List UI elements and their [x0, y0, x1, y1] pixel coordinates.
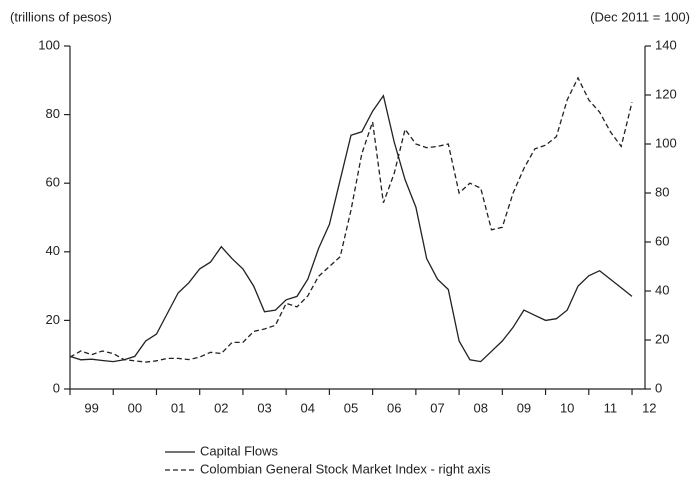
y2-tick-label: 60	[655, 233, 669, 248]
y2-tick-label: 120	[655, 86, 677, 101]
x-tick-label: 10	[560, 400, 574, 415]
y2-tick-label: 100	[655, 135, 677, 150]
x-tick-label: 06	[387, 400, 401, 415]
x-tick-label: 01	[171, 400, 185, 415]
series-line	[69, 76, 633, 363]
x-tick-label: 05	[344, 400, 358, 415]
y-tick-label: 80	[46, 106, 60, 121]
y-tick-label: 100	[38, 37, 60, 52]
y-tick-label: 0	[53, 380, 60, 395]
x-tick-label: 03	[257, 400, 271, 415]
x-tick-label: 11	[604, 400, 618, 415]
x-tick-label: 99	[84, 400, 98, 415]
axis-frame	[69, 46, 646, 390]
series-line	[69, 94, 633, 363]
y-axis-label: (trillions of pesos)	[10, 9, 112, 24]
x-tick-label: 09	[517, 400, 531, 415]
legend-label: Colombian General Stock Market Index - r…	[200, 461, 491, 476]
y-tick-label: 40	[46, 243, 60, 258]
y2-tick-label: 40	[655, 282, 669, 297]
y2-tick-label: 20	[655, 331, 669, 346]
y-tick-label: 60	[46, 175, 60, 190]
y-tick-label: 20	[46, 312, 60, 327]
x-tick-label: 02	[214, 400, 228, 415]
y2-tick-label: 0	[655, 380, 662, 395]
y2-axis-label: (Dec 2011 = 100)	[590, 9, 690, 24]
y2-tick-label: 80	[655, 184, 669, 199]
x-tick-label: 00	[128, 400, 142, 415]
y2-tick-label: 140	[655, 37, 677, 52]
x-tick-label: 08	[473, 400, 487, 415]
legend-label: Capital Flows	[200, 443, 279, 458]
x-tick-label: 12	[642, 400, 656, 415]
x-tick-label: 04	[301, 400, 315, 415]
x-tick-label: 07	[430, 400, 444, 415]
